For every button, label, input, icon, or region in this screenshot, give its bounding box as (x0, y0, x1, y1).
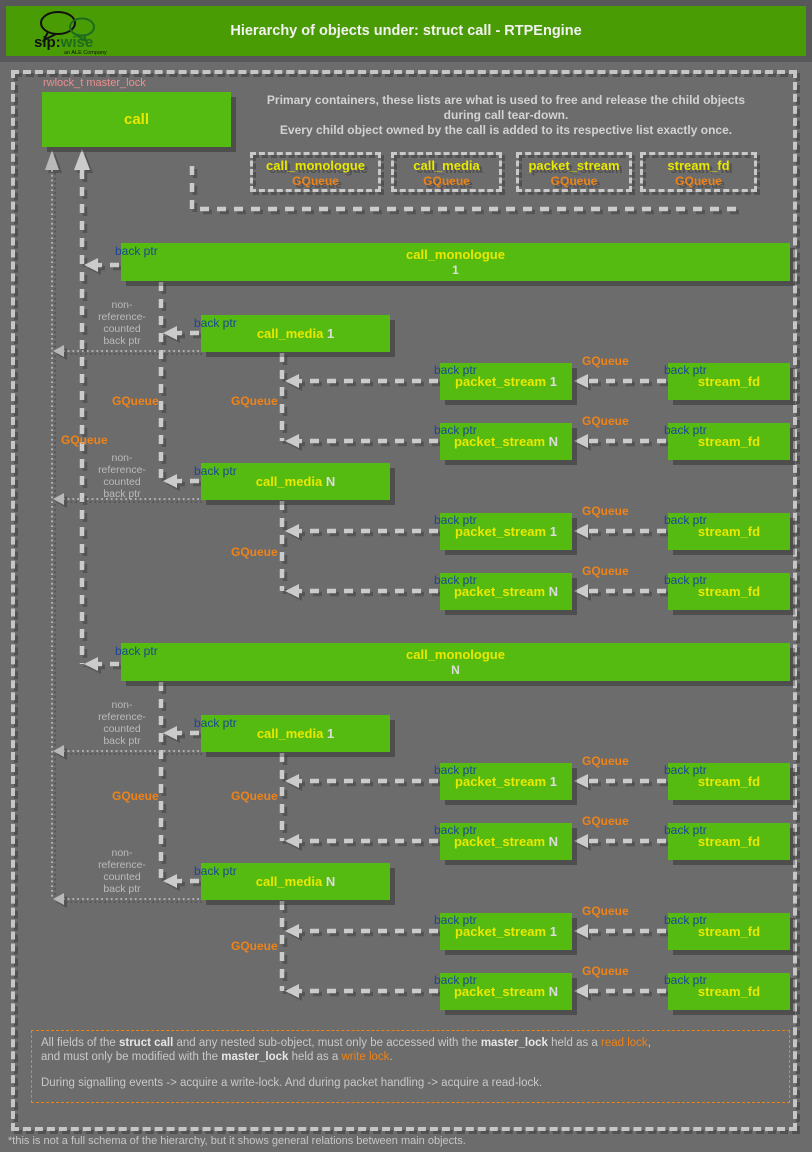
back-ptr-label: back ptr (434, 513, 477, 527)
packet-stream-box: packet_stream N (440, 973, 572, 1010)
gqueue-label: GQueue (61, 433, 108, 447)
back-ptr-label: back ptr (664, 763, 707, 777)
call-box: call (42, 92, 231, 147)
packet-stream-box: packet_stream N (440, 573, 572, 610)
back-ptr-label: back ptr (664, 423, 707, 437)
gqueue-label: GQueue (231, 394, 278, 408)
gqueue-label: GQueue (582, 504, 629, 518)
gqueue-label: GQueue (582, 754, 629, 768)
non-ref-counted-note: non-reference- counted back ptr (98, 452, 146, 500)
non-ref-counted-note: non-reference- counted back ptr (98, 299, 146, 347)
gqueue-label: GQueue (582, 354, 629, 368)
back-ptr-label: back ptr (434, 823, 477, 837)
stream-fd-box: stream_fd (668, 513, 790, 550)
back-ptr-label: back ptr (664, 973, 707, 987)
container-call-media-gqueue: call_media GQueue (391, 152, 502, 192)
stream-fd-box: stream_fd (668, 573, 790, 610)
gqueue-label: GQueue (582, 814, 629, 828)
packet-stream-box: packet_stream 1 (440, 763, 572, 800)
gqueue-label: GQueue (112, 394, 159, 408)
back-ptr-label: back ptr (434, 973, 477, 987)
stream-fd-box: stream_fd (668, 913, 790, 950)
call-monologue-1-box: call_monologue 1 (121, 243, 790, 281)
sipwise-logo: sip:wise an ALE Company (26, 10, 136, 56)
call-media-n-box: call_media N (201, 863, 390, 900)
diagram-border (11, 70, 797, 1131)
gqueue-label: GQueue (582, 904, 629, 918)
packet-stream-box: packet_stream 1 (440, 513, 572, 550)
master-lock-label: rwlock_t master_lock (43, 77, 146, 89)
non-ref-counted-note: non-reference- counted back ptr (98, 847, 146, 895)
call-media-1-box: call_media 1 (201, 315, 390, 352)
back-ptr-label: back ptr (194, 716, 237, 730)
footnote: *this is not a full schema of the hierar… (8, 1135, 466, 1147)
packet-stream-box: packet_stream 1 (440, 913, 572, 950)
back-ptr-label: back ptr (115, 644, 158, 658)
logo-wise: wise (60, 34, 94, 51)
container-packet-stream-gqueue: packet_stream GQueue (516, 152, 632, 192)
back-ptr-label: back ptr (434, 363, 477, 377)
gqueue-label: GQueue (582, 414, 629, 428)
header-bar: sip:wise an ALE Company Hierarchy of obj… (0, 0, 812, 62)
gqueue-label: GQueue (112, 789, 159, 803)
back-ptr-label: back ptr (434, 763, 477, 777)
stream-fd-box: stream_fd (668, 973, 790, 1010)
call-media-n-box: call_media N (201, 463, 390, 500)
back-ptr-label: back ptr (434, 573, 477, 587)
packet-stream-box: packet_stream 1 (440, 363, 572, 400)
locking-note-line-3: During signalling events -> acquire a wr… (41, 1077, 543, 1089)
back-ptr-label: back ptr (664, 913, 707, 927)
intro-line-3: Every child object owned by the call is … (279, 123, 733, 137)
back-ptr-label: back ptr (194, 864, 237, 878)
gqueue-label: GQueue (582, 564, 629, 578)
locking-note-line-2: and must only be modified with the maste… (41, 1050, 393, 1063)
logo-text: sip:wise (34, 34, 93, 51)
back-ptr-label: back ptr (664, 363, 707, 377)
logo-tagline: an ALE Company (64, 50, 107, 56)
stream-fd-box: stream_fd (668, 763, 790, 800)
back-ptr-label: back ptr (434, 423, 477, 437)
packet-stream-box: packet_stream N (440, 823, 572, 860)
container-stream-fd-gqueue: stream_fd GQueue (640, 152, 757, 192)
back-ptr-label: back ptr (434, 913, 477, 927)
non-ref-counted-note: non-reference- counted back ptr (98, 699, 146, 747)
gqueue-label: GQueue (231, 789, 278, 803)
stream-fd-box: stream_fd (668, 823, 790, 860)
call-box-label: call (123, 111, 150, 128)
call-monologue-n-box: call_monologue N (121, 643, 790, 681)
header-green-band: sip:wise an ALE Company Hierarchy of obj… (6, 6, 806, 56)
locking-note-line-1: All fields of the struct call and any ne… (41, 1037, 651, 1049)
intro-line-1: Primary containers, these lists are what… (266, 93, 746, 107)
back-ptr-label: back ptr (664, 513, 707, 527)
back-ptr-label: back ptr (664, 823, 707, 837)
intro-line-2: during call tear-down. (443, 108, 569, 122)
gqueue-label: GQueue (231, 939, 278, 953)
intro-text: Primary containers, these lists are what… (228, 93, 784, 138)
back-ptr-label: back ptr (194, 316, 237, 330)
back-ptr-label: back ptr (194, 464, 237, 478)
packet-stream-box: packet_stream N (440, 423, 572, 460)
back-ptr-label: back ptr (664, 573, 707, 587)
stream-fd-box: stream_fd (668, 423, 790, 460)
gqueue-label: GQueue (231, 545, 278, 559)
container-call-monologue-gqueue: call_monologue GQueue (250, 152, 381, 192)
speech-bubbles-icon (40, 11, 95, 44)
logo-sip: sip: (34, 34, 61, 51)
page-title: Hierarchy of objects under: struct call … (230, 23, 582, 39)
gqueue-label: GQueue (582, 964, 629, 978)
stream-fd-box: stream_fd (668, 363, 790, 400)
call-media-1-box: call_media 1 (201, 715, 390, 752)
locking-note: All fields of the struct call and any ne… (31, 1030, 790, 1103)
back-ptr-label: back ptr (115, 244, 158, 258)
